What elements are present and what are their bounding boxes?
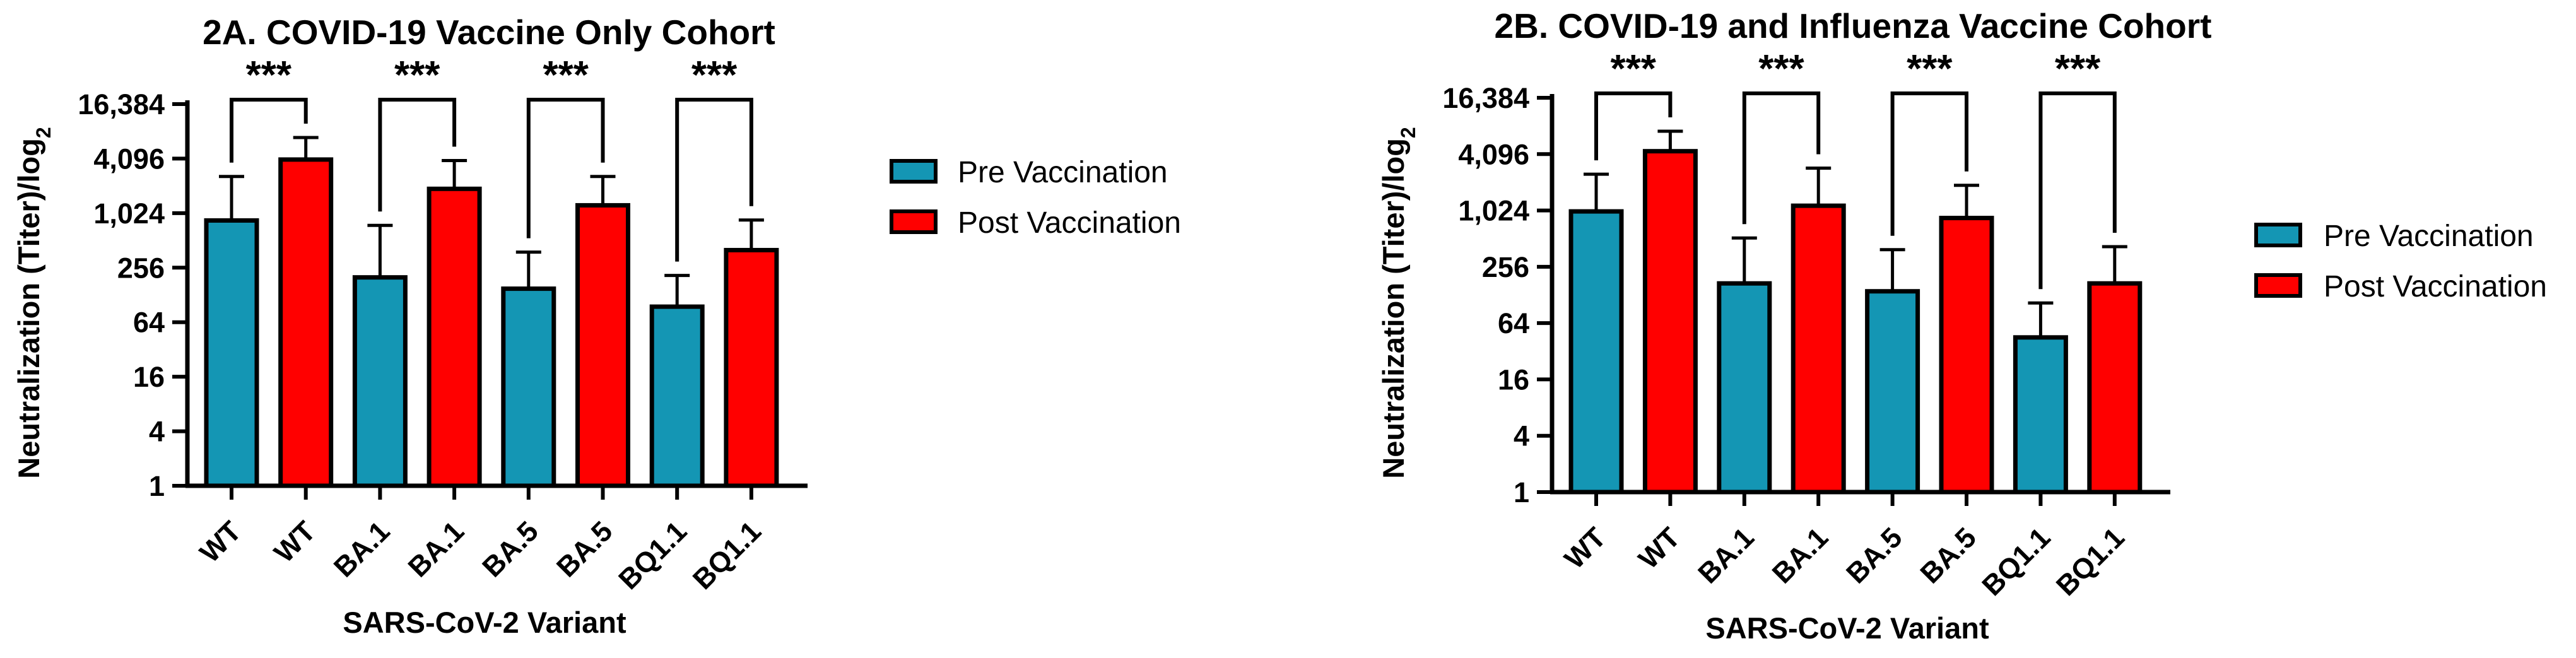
x-tick-label: BA.5: [1840, 521, 1908, 590]
y-tick-label: 1: [149, 470, 165, 502]
y-tick-label: 4,096: [93, 143, 165, 175]
significance-label: ***: [543, 54, 589, 97]
x-tick-label: BA.1: [1691, 521, 1760, 590]
significance-bracket: [675, 98, 753, 262]
bar-post-vaccination: [575, 203, 630, 488]
significance-bracket: [1594, 91, 1673, 161]
y-tick-label: 16,384: [1442, 82, 1529, 114]
significance-label: ***: [1907, 47, 1953, 91]
significance-bracket: [1890, 91, 1968, 236]
y-axis-title: Neutralization (Titer)/log2: [1377, 127, 1420, 478]
bar-post-vaccination: [2087, 281, 2143, 495]
significance-label: ***: [394, 54, 440, 97]
x-tick-label: BA.1: [402, 515, 471, 584]
bar-post-vaccination: [278, 157, 334, 488]
x-tick-label: WT: [194, 515, 248, 569]
y-tick-label: 1,024: [1458, 195, 1529, 227]
y-axis-title-subscript: 2: [32, 127, 55, 138]
x-tick-label: BA.5: [1914, 521, 1983, 590]
x-tick-label: BQ1.1: [1975, 521, 2056, 602]
significance-bracket: [1742, 91, 1821, 225]
bar-post-vaccination: [1791, 203, 1846, 495]
bar-post-vaccination: [724, 247, 779, 488]
significance-bracket: [2038, 91, 2117, 290]
y-tick-label: 1: [1514, 476, 1529, 508]
y-axis-title-subscript: 2: [1397, 127, 1420, 138]
significance-bracket: [230, 98, 308, 163]
svg-text:Neutralization (Titer)/log2: Neutralization (Titer)/log2: [1377, 127, 1420, 478]
significance-label: ***: [2055, 47, 2101, 91]
bar-pre-vaccination: [2013, 335, 2068, 495]
legend-label-post: Post Vaccination: [2324, 270, 2547, 303]
chart-2a: 2A. COVID-19 Vaccine Only Cohort Neutral…: [12, 13, 1181, 639]
x-axis-title: SARS-CoV-2 Variant: [1705, 611, 1989, 645]
y-tick-label: 4: [1514, 420, 1529, 452]
y-tick-label: 4: [149, 416, 165, 448]
chart-title: 2A. COVID-19 Vaccine Only Cohort: [203, 13, 775, 52]
bar-pre-vaccination: [1717, 281, 1772, 495]
bar-post-vaccination: [1642, 149, 1698, 495]
x-axis-title: SARS-CoV-2 Variant: [343, 606, 626, 639]
y-tick-label: 16: [133, 361, 165, 393]
x-tick-label: BQ1.1: [2050, 521, 2131, 602]
x-tick-label: BA.5: [476, 515, 544, 584]
x-tick-label: WT: [1558, 521, 1613, 575]
y-tick-label: 16: [1498, 363, 1529, 396]
significance-label: ***: [246, 54, 292, 97]
chart-2b: 2B. COVID-19 and Influenza Vaccine Cohor…: [1377, 6, 2547, 645]
legend-label-post: Post Vaccination: [958, 206, 1181, 240]
significance-label: ***: [1758, 47, 1804, 91]
significance-bracket: [378, 98, 457, 212]
x-tick-label: WT: [1632, 521, 1686, 575]
significance-bracket: [526, 98, 605, 238]
bar-pre-vaccination: [649, 304, 705, 488]
bar-post-vaccination: [1939, 216, 1994, 495]
legend-label-pre: Pre Vaccination: [2324, 220, 2534, 253]
bar-pre-vaccination: [1568, 209, 1624, 495]
y-tick-label: 16,384: [78, 88, 165, 120]
legend-swatch-post: [890, 209, 938, 234]
y-axis-title: Neutralization (Titer)/log2: [12, 127, 55, 478]
legend-label-pre: Pre Vaccination: [958, 156, 1168, 189]
x-tick-label: WT: [268, 515, 322, 569]
x-tick-label: BA.5: [550, 515, 619, 584]
bar-pre-vaccination: [204, 218, 259, 488]
x-tick-label: BQ1.1: [612, 515, 693, 596]
y-axis-title-main: Neutralization (Titer)/log: [1377, 138, 1410, 479]
x-tick-label: BQ1.1: [686, 515, 767, 596]
bar-pre-vaccination: [1865, 289, 1920, 495]
bar-pre-vaccination: [501, 286, 556, 488]
legend-swatch-pre: [890, 159, 938, 184]
legend-swatch-post: [2254, 273, 2302, 298]
svg-text:Neutralization (Titer)/log2: Neutralization (Titer)/log2: [12, 127, 55, 478]
x-tick-label: BA.1: [1766, 521, 1835, 590]
y-tick-label: 256: [117, 252, 165, 284]
y-tick-label: 256: [1482, 251, 1529, 283]
y-tick-label: 4,096: [1458, 138, 1529, 170]
x-tick-label: BA.1: [327, 515, 396, 584]
y-tick-label: 64: [1498, 307, 1529, 339]
significance-label: ***: [691, 54, 738, 97]
bar-pre-vaccination: [352, 275, 408, 488]
significance-label: ***: [1611, 47, 1657, 91]
chart-title: 2B. COVID-19 and Influenza Vaccine Cohor…: [1495, 6, 2212, 45]
legend-swatch-pre: [2254, 223, 2302, 247]
bar-post-vaccination: [426, 186, 482, 488]
y-tick-label: 64: [133, 307, 165, 339]
y-axis-title-main: Neutralization (Titer)/log: [12, 138, 45, 479]
y-tick-label: 1,024: [93, 197, 165, 230]
